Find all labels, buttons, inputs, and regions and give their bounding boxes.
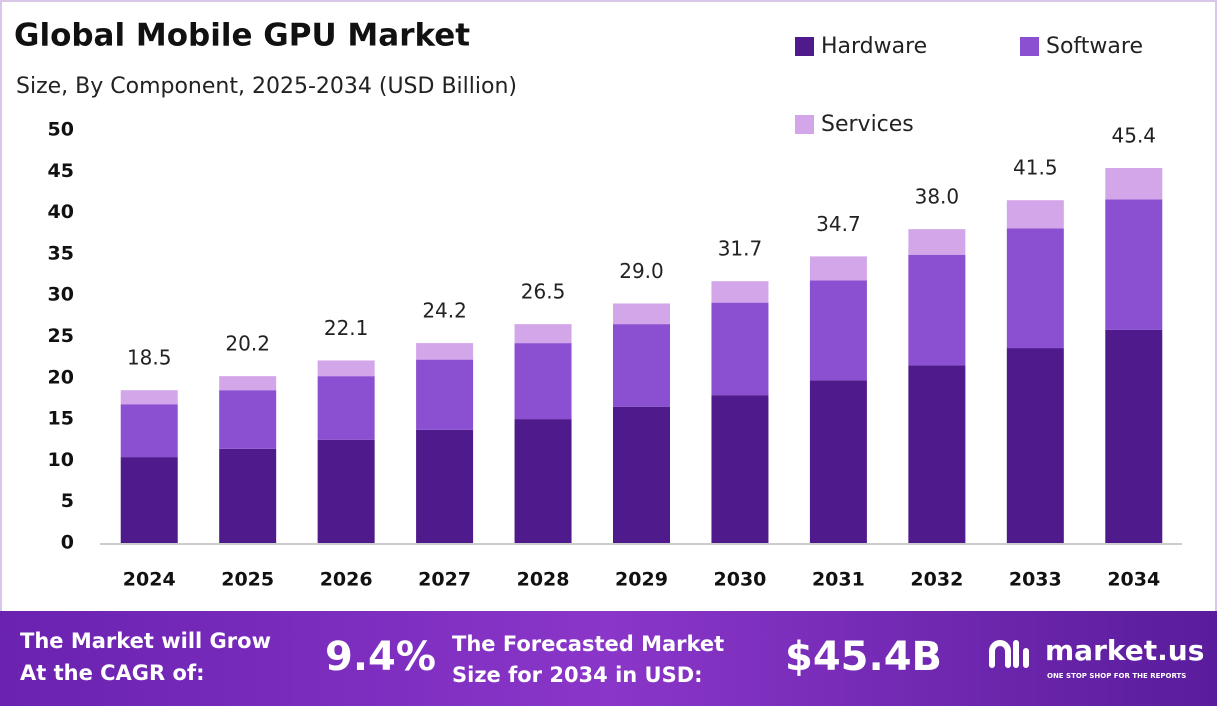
y-tick-label: 45	[48, 160, 74, 182]
total-label: 31.7	[718, 237, 763, 261]
bar-segment	[809, 380, 867, 543]
bar-segment	[416, 359, 474, 430]
chart-subtitle: Size, By Component, 2025-2034 (USD Billi…	[16, 74, 517, 99]
legend-label: Services	[821, 112, 914, 137]
bar-segment	[120, 404, 178, 458]
bar-segment	[1105, 329, 1163, 543]
y-tick-label: 20	[48, 366, 74, 388]
x-tick-label: 2029	[615, 569, 668, 591]
total-label: 24.2	[422, 299, 467, 323]
bar-segment	[1006, 228, 1064, 349]
bar-segment	[711, 395, 769, 543]
y-tick-label: 35	[48, 242, 74, 264]
bar-segment	[317, 439, 375, 543]
x-tick-label: 2033	[1009, 569, 1062, 591]
total-label: 26.5	[521, 280, 566, 304]
bar-segment	[317, 360, 375, 377]
bar-segment	[613, 324, 670, 407]
x-tick-label: 2026	[320, 569, 373, 591]
x-tick-label: 2028	[517, 569, 570, 591]
x-tick-label: 2034	[1107, 569, 1160, 591]
footer-text: Size for 2034 in USD:	[452, 663, 703, 687]
total-label: 22.1	[324, 316, 369, 340]
total-label: 41.5	[1013, 156, 1058, 180]
bar-segment	[613, 303, 670, 325]
bar-segment	[514, 324, 572, 344]
y-tick-label: 0	[61, 532, 74, 554]
bar-segment	[1105, 167, 1163, 200]
chart-title: Global Mobile GPU Market	[14, 18, 470, 54]
x-tick-label: 2027	[418, 569, 471, 591]
bar-segment	[809, 280, 867, 381]
footer: The Market will Grow At the CAGR of: 9.4…	[20, 629, 1204, 687]
bar-segment	[514, 343, 572, 420]
bar-segment	[514, 419, 572, 543]
y-tick-label: 30	[48, 284, 74, 306]
legend-swatch	[795, 37, 814, 56]
logo-icon	[989, 640, 1029, 668]
total-label: 45.4	[1112, 123, 1157, 147]
legend-swatch	[1020, 37, 1039, 56]
total-label: 29.0	[619, 259, 664, 283]
y-tick-label: 25	[48, 325, 74, 347]
bar-segment	[120, 457, 178, 543]
total-label: 18.5	[127, 346, 172, 370]
footer-text: The Forecasted Market	[452, 632, 724, 656]
total-label: 34.7	[816, 212, 861, 236]
y-tick-label: 15	[48, 408, 74, 430]
legend-label: Hardware	[821, 34, 927, 59]
y-tick-label: 40	[48, 201, 74, 223]
total-label: 20.2	[225, 332, 270, 356]
bar-segment	[219, 376, 277, 391]
bar-segment	[613, 406, 670, 543]
footer-band	[0, 611, 1217, 706]
bar-segment	[908, 229, 966, 255]
bar-segment	[1105, 199, 1163, 330]
bar-segment	[317, 376, 375, 440]
bar-segment	[120, 390, 178, 405]
x-tick-label: 2032	[910, 569, 963, 591]
x-tick-label: 2031	[812, 569, 865, 591]
footer-value: $45.4B	[785, 634, 942, 680]
y-tick-label: 10	[48, 449, 74, 471]
bar-segment	[711, 281, 769, 303]
bar-segment	[908, 254, 966, 366]
footer-value: 9.4%	[325, 634, 436, 680]
x-tick-label: 2025	[221, 569, 274, 591]
footer-text: The Market will Grow	[20, 629, 271, 653]
bar-segment	[416, 343, 474, 360]
bar-segment	[908, 365, 966, 543]
bar-segment	[219, 448, 277, 543]
x-tick-label: 2030	[714, 569, 767, 591]
bar-segment	[219, 390, 277, 449]
logo: market.us	[1045, 634, 1204, 667]
bar-segment	[416, 429, 474, 543]
bar-segment	[1006, 348, 1064, 543]
y-tick-label: 5	[61, 490, 74, 512]
legend-label: Software	[1046, 34, 1143, 59]
total-label: 38.0	[915, 185, 960, 209]
x-tick-label: 2024	[123, 569, 176, 591]
footer-text: At the CAGR of:	[20, 661, 205, 685]
y-tick-label: 50	[48, 119, 74, 141]
tagline: ONE STOP SHOP FOR THE REPORTS	[1047, 672, 1186, 680]
legend-swatch	[795, 115, 814, 134]
bar-segment	[1006, 200, 1064, 229]
bar-segment	[711, 302, 769, 396]
bar-segment	[809, 256, 867, 281]
